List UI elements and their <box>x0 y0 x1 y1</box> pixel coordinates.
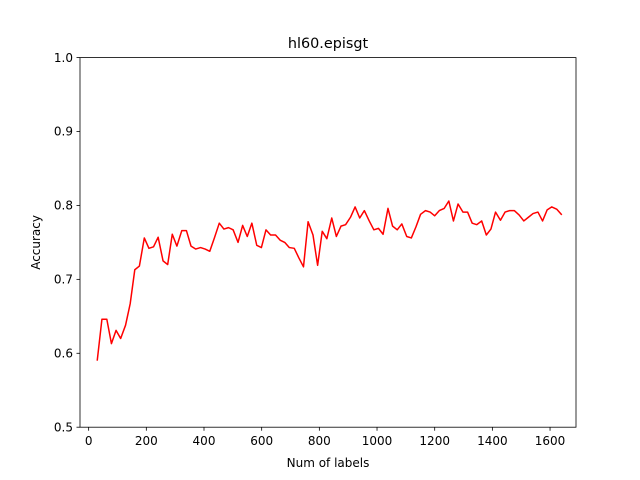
plot-area <box>79 57 577 428</box>
y-tick-label: 1.0 <box>54 51 73 65</box>
y-tick-label: 0.8 <box>54 199 73 213</box>
chart-title: hl60.episgt <box>288 36 369 52</box>
x-axis-ticks: 0 200 400 600 800 1000 1200 1400 1600 <box>85 427 565 448</box>
x-tick-label: 1000 <box>362 434 393 448</box>
x-tick-label: 0 <box>85 434 93 448</box>
y-axis-label: Accuracy <box>29 215 43 270</box>
x-tick-label: 600 <box>250 434 273 448</box>
y-axis-ticks: 0.5 0.6 0.7 0.8 0.9 1.0 <box>54 51 80 434</box>
y-tick-label: 0.5 <box>54 420 73 434</box>
axes-background <box>80 57 576 428</box>
x-axis-label: Num of labels <box>287 456 370 470</box>
x-tick-label: 400 <box>193 434 216 448</box>
y-tick-label: 0.6 <box>54 346 73 360</box>
x-tick-label: 1600 <box>535 434 566 448</box>
y-tick-label: 0.9 <box>54 125 73 139</box>
x-tick-label: 1200 <box>419 434 450 448</box>
x-tick-label: 800 <box>308 434 331 448</box>
axes-frame <box>79 57 577 428</box>
series-line <box>96 200 563 361</box>
x-tick-label: 200 <box>135 434 158 448</box>
y-tick-label: 0.7 <box>54 273 73 287</box>
x-tick-label: 1400 <box>477 434 508 448</box>
